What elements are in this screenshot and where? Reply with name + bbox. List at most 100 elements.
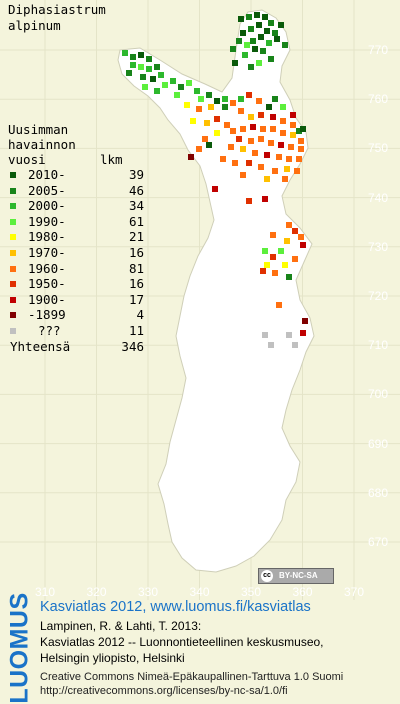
legend-total-label: Yhteensä bbox=[10, 338, 71, 354]
legend-header-1: Uusimman bbox=[8, 122, 69, 137]
observation-square bbox=[264, 28, 270, 34]
observation-square bbox=[258, 34, 264, 40]
legend-swatch bbox=[10, 249, 16, 256]
observation-square bbox=[292, 256, 298, 262]
observation-square bbox=[286, 332, 292, 338]
observation-square bbox=[300, 330, 306, 336]
legend-row: 2000- 34 bbox=[8, 198, 144, 214]
observation-square bbox=[130, 54, 136, 60]
observation-square bbox=[222, 96, 228, 102]
observation-square bbox=[268, 140, 274, 146]
observation-square bbox=[138, 64, 144, 70]
y-axis-label: 750 bbox=[368, 141, 389, 156]
legend-total: Yhteensä 346 bbox=[8, 338, 144, 355]
species-name: Diphasiastrum alpinum bbox=[8, 2, 106, 34]
legend-row: 2005- 46 bbox=[8, 182, 144, 199]
legend-swatch bbox=[10, 312, 16, 319]
observation-square bbox=[282, 42, 288, 48]
x-axis-label: 340 bbox=[189, 585, 210, 599]
legend-row: ??? 11 bbox=[8, 323, 144, 339]
observation-square bbox=[266, 104, 272, 110]
observation-square bbox=[214, 98, 220, 104]
observation-square bbox=[266, 40, 272, 46]
x-axis-label: 320 bbox=[86, 585, 107, 599]
legend-row: 1990- 61 bbox=[8, 214, 144, 230]
y-axis-label: 720 bbox=[368, 289, 389, 303]
legend-swatch bbox=[10, 218, 16, 225]
y-axis-label: 760 bbox=[368, 92, 389, 107]
citation-line-3: Helsingin yliopisto, Helsinki bbox=[40, 651, 185, 665]
cc-icon: cc bbox=[261, 570, 273, 582]
observation-square bbox=[288, 144, 294, 150]
observation-square bbox=[292, 342, 298, 348]
legend-header-2: havainnon bbox=[8, 137, 76, 152]
observation-square bbox=[198, 96, 204, 102]
y-axis-label: 770 bbox=[368, 43, 389, 57]
observation-square bbox=[248, 114, 254, 120]
finland-outline bbox=[117, 9, 315, 573]
y-axis-label: 700 bbox=[368, 387, 389, 402]
observation-square bbox=[138, 52, 144, 58]
legend-count: 21 bbox=[128, 229, 144, 245]
license-line-1: Creative Commons Nimeä-Epäkaupallinen-Ta… bbox=[40, 671, 344, 683]
observation-square bbox=[188, 154, 194, 160]
observation-square bbox=[250, 38, 256, 44]
observation-square bbox=[204, 120, 210, 126]
observation-square bbox=[282, 176, 288, 182]
observation-square bbox=[246, 198, 252, 204]
legend-count: 4 bbox=[136, 307, 144, 323]
legend-label: 1950- bbox=[28, 276, 66, 292]
observation-square bbox=[162, 82, 168, 88]
observation-square bbox=[232, 60, 238, 66]
legend-swatch bbox=[10, 234, 16, 241]
y-axis-label: 740 bbox=[368, 190, 389, 205]
observation-square bbox=[300, 126, 306, 132]
legend-swatch bbox=[10, 281, 16, 288]
legend-row: 1980- 21 bbox=[8, 229, 144, 245]
observation-square bbox=[130, 62, 136, 68]
site-link[interactable]: Kasviatlas 2012, www.luomus.fi/kasviatla… bbox=[40, 599, 311, 615]
legend-row: 1970- 16 bbox=[8, 245, 144, 261]
observation-square bbox=[272, 168, 278, 174]
species-genus: Diphasiastrum bbox=[8, 2, 106, 17]
observation-square bbox=[154, 88, 160, 94]
observation-square bbox=[238, 108, 244, 114]
observation-square bbox=[252, 46, 258, 52]
citation-line-2: Kasviatlas 2012 -- Luonnontieteellinen k… bbox=[40, 635, 324, 649]
legend-swatch bbox=[10, 296, 16, 303]
observation-square bbox=[240, 30, 246, 36]
legend-row: 1960- 81 bbox=[8, 261, 144, 277]
legend-row: 1950- 16 bbox=[8, 276, 144, 292]
observation-squares bbox=[122, 12, 308, 348]
observation-square bbox=[150, 76, 156, 82]
observation-square bbox=[206, 142, 212, 148]
legend-count: 11 bbox=[128, 322, 144, 338]
observation-square bbox=[284, 166, 290, 172]
observation-square bbox=[238, 96, 244, 102]
y-axis-label: 730 bbox=[368, 239, 389, 254]
observation-square bbox=[262, 332, 268, 338]
observation-square bbox=[286, 222, 292, 228]
y-axis-label: 680 bbox=[368, 485, 389, 500]
legend-count: 16 bbox=[128, 244, 144, 260]
x-axis-label: 370 bbox=[344, 585, 365, 599]
license-url[interactable]: http://creativecommons.org/licenses/by-n… bbox=[40, 685, 288, 697]
observation-square bbox=[262, 14, 268, 20]
y-axis-label: 690 bbox=[368, 436, 389, 451]
y-axis-label: 670 bbox=[368, 535, 389, 549]
species-epithet: alpinum bbox=[8, 18, 61, 33]
observation-square bbox=[248, 138, 254, 144]
observation-square bbox=[258, 112, 264, 118]
observation-square bbox=[290, 122, 296, 128]
legend-label: 2005- bbox=[28, 182, 66, 198]
observation-square bbox=[290, 112, 296, 118]
observation-square bbox=[206, 92, 212, 98]
observation-square bbox=[298, 234, 304, 240]
observation-square bbox=[272, 270, 278, 276]
observation-square bbox=[250, 124, 256, 130]
observation-square bbox=[272, 30, 278, 36]
observation-square bbox=[264, 152, 270, 158]
license-badge[interactable]: cc BY-NC-SA bbox=[258, 568, 334, 584]
observation-square bbox=[146, 56, 152, 62]
legend-rows: 2010- 39 2005- 46 2000- 34 1990- 61 1980- 21 1970-… bbox=[8, 167, 144, 339]
